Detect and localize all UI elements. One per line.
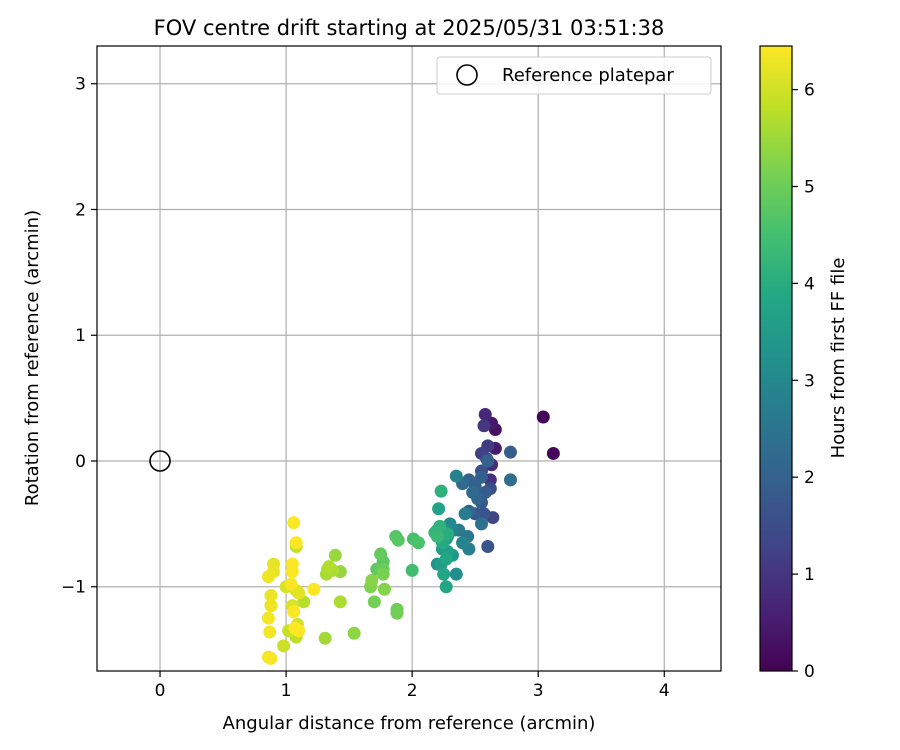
colorbar-ticks: 0 1 2 3 4 5 6 <box>792 81 815 682</box>
scatter-point <box>277 639 291 653</box>
y-tick-label: 0 <box>75 452 86 472</box>
scatter-point <box>456 536 470 550</box>
scatter-point <box>546 446 560 460</box>
scatter-point <box>288 621 302 635</box>
scatter-point <box>437 567 451 581</box>
scatter-point <box>390 606 404 620</box>
scatter-point <box>333 595 347 609</box>
x-tick-label: 1 <box>281 681 292 701</box>
scatter-point <box>318 631 332 645</box>
scatter-point <box>263 625 277 639</box>
scatter-point <box>347 626 361 640</box>
scatter-point <box>264 651 278 665</box>
scatter-point <box>264 599 278 613</box>
scatter-point <box>285 565 299 579</box>
scatter-point <box>365 573 379 587</box>
x-tick-label: 2 <box>407 681 418 701</box>
x-axis-ticks: 0 1 2 3 4 <box>155 671 670 701</box>
scatter-point <box>261 570 275 584</box>
scatter-point <box>449 469 463 483</box>
scatter-point <box>503 473 517 487</box>
scatter-point <box>478 407 492 421</box>
grid <box>97 46 721 671</box>
scatter-point <box>284 577 298 591</box>
colorbar: 0 1 2 3 4 5 6 Hours from first FF file <box>759 45 849 682</box>
x-tick-label: 0 <box>155 681 166 701</box>
legend-marker-icon <box>456 64 478 86</box>
scatter-point <box>439 580 453 594</box>
scatter-point <box>264 589 278 603</box>
reference-platepar-marker <box>149 450 171 472</box>
scatter-point <box>481 540 495 554</box>
colorbar-tick-label: 5 <box>804 178 815 198</box>
scatter-point <box>391 533 405 547</box>
scatter-point <box>449 567 463 581</box>
x-axis-label: Angular distance from reference (arcmin) <box>223 713 596 734</box>
colorbar-bar <box>759 45 793 672</box>
colorbar-tick-label: 1 <box>804 565 815 585</box>
y-tick-label: −1 <box>61 578 86 598</box>
y-tick-label: 1 <box>75 326 86 346</box>
y-axis-label: Rotation from reference (arcmin) <box>22 210 43 506</box>
chart-title: FOV centre drift starting at 2025/05/31 … <box>154 16 665 40</box>
scatter-point <box>292 586 306 600</box>
reference-marker-layer <box>149 450 171 472</box>
colorbar-tick-label: 6 <box>804 81 815 101</box>
colorbar-tick-label: 2 <box>804 468 815 488</box>
scatter-point <box>434 484 448 498</box>
scatter-point <box>287 605 301 619</box>
plot-frame <box>96 45 722 672</box>
scatter-point <box>458 507 472 521</box>
scatter-point <box>405 563 419 577</box>
scatter-point <box>477 419 491 433</box>
scatter-point <box>322 560 336 574</box>
colorbar-label: Hours from first FF file <box>828 258 849 459</box>
colorbar-tick-label: 4 <box>804 274 815 294</box>
legend-entry-label: Reference platepar <box>502 65 674 86</box>
scatter-point <box>503 445 517 459</box>
scatter-point <box>411 536 425 550</box>
x-tick-label: 4 <box>659 681 670 701</box>
colorbar-tick-label: 3 <box>804 371 815 391</box>
colorbar-tick-label: 0 <box>804 662 815 682</box>
scatter-point <box>287 516 301 530</box>
scatter-point <box>474 517 488 531</box>
scatter-point <box>439 552 453 566</box>
data-points <box>261 407 560 665</box>
scatter-point <box>261 611 275 625</box>
scatter-point <box>430 529 444 543</box>
scatter-point <box>307 582 321 596</box>
legend-box <box>436 56 712 95</box>
legend: Reference platepar <box>436 56 712 95</box>
x-tick-label: 3 <box>533 681 544 701</box>
scatter-point <box>376 567 390 581</box>
scatter-point <box>367 595 381 609</box>
scatter-point <box>289 536 303 550</box>
y-tick-label: 3 <box>75 75 86 95</box>
scatter-point <box>466 485 480 499</box>
scatter-point <box>481 454 495 468</box>
scatter-point <box>536 410 550 424</box>
scatter-point <box>377 582 391 596</box>
y-tick-label: 2 <box>75 200 86 220</box>
y-axis-ticks: 3 2 1 0 −1 <box>61 75 97 598</box>
scatter-point <box>328 548 342 562</box>
scatter-point <box>374 547 388 561</box>
scatter-point <box>432 502 446 516</box>
